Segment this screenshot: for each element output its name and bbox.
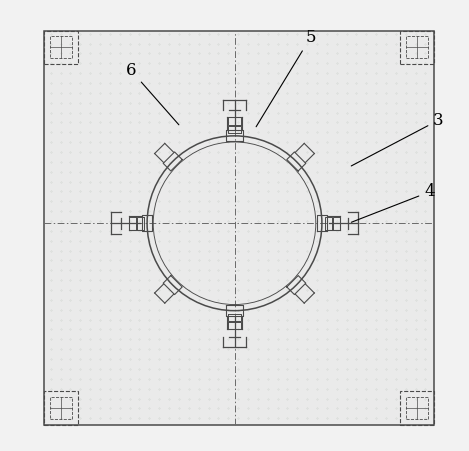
Text: 4: 4 [351, 184, 435, 222]
Bar [406, 397, 428, 419]
Text: 6: 6 [126, 62, 179, 125]
Bar [44, 31, 78, 64]
Bar [44, 391, 78, 425]
Bar [401, 31, 434, 64]
Bar [401, 391, 434, 425]
Bar [44, 31, 434, 425]
Text: 3: 3 [351, 112, 444, 166]
Text: 5: 5 [256, 29, 316, 127]
Bar [406, 37, 428, 58]
Bar [50, 397, 72, 419]
Bar [50, 37, 72, 58]
